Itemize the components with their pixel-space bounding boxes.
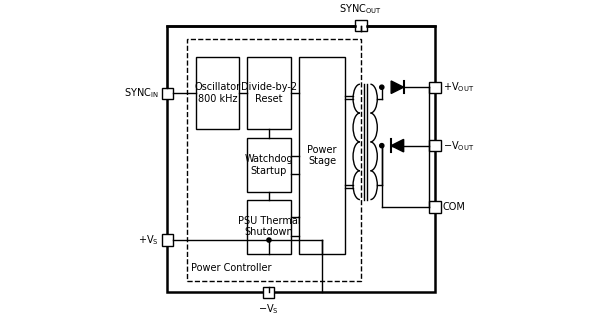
Text: $+$V$_{\rm OUT}$: $+$V$_{\rm OUT}$ — [443, 80, 475, 94]
FancyBboxPatch shape — [162, 87, 173, 99]
FancyBboxPatch shape — [247, 200, 291, 254]
Text: SYNC$_{\rm OUT}$: SYNC$_{\rm OUT}$ — [339, 3, 382, 17]
Text: Divide-by-2
Reset: Divide-by-2 Reset — [241, 82, 297, 104]
FancyBboxPatch shape — [196, 57, 239, 129]
Text: PSU Thermal
Shutdown: PSU Thermal Shutdown — [238, 216, 300, 237]
Circle shape — [267, 238, 271, 242]
Text: Watchdog
Startup: Watchdog Startup — [245, 154, 293, 176]
Polygon shape — [391, 139, 403, 152]
Text: Oscillator
800 kHz: Oscillator 800 kHz — [194, 82, 241, 104]
FancyBboxPatch shape — [263, 287, 274, 298]
Text: $+$V$_{\rm S}$: $+$V$_{\rm S}$ — [138, 233, 159, 247]
Polygon shape — [391, 81, 403, 93]
FancyBboxPatch shape — [167, 26, 435, 293]
FancyBboxPatch shape — [300, 57, 345, 254]
FancyBboxPatch shape — [355, 20, 367, 32]
Circle shape — [380, 144, 384, 148]
FancyBboxPatch shape — [247, 138, 291, 192]
Text: Power Controller: Power Controller — [191, 263, 271, 273]
Text: $-$V$_{\rm OUT}$: $-$V$_{\rm OUT}$ — [443, 139, 475, 152]
Circle shape — [380, 85, 384, 89]
Text: SYNC$_{\rm IN}$: SYNC$_{\rm IN}$ — [124, 86, 159, 100]
FancyBboxPatch shape — [247, 57, 291, 129]
FancyBboxPatch shape — [162, 234, 173, 246]
Text: Power
Stage: Power Stage — [308, 145, 337, 166]
Text: COM: COM — [443, 202, 466, 212]
Text: $-$V$_{\rm S}$: $-$V$_{\rm S}$ — [258, 303, 279, 316]
FancyBboxPatch shape — [429, 201, 441, 213]
FancyBboxPatch shape — [429, 82, 441, 93]
FancyBboxPatch shape — [429, 140, 441, 151]
